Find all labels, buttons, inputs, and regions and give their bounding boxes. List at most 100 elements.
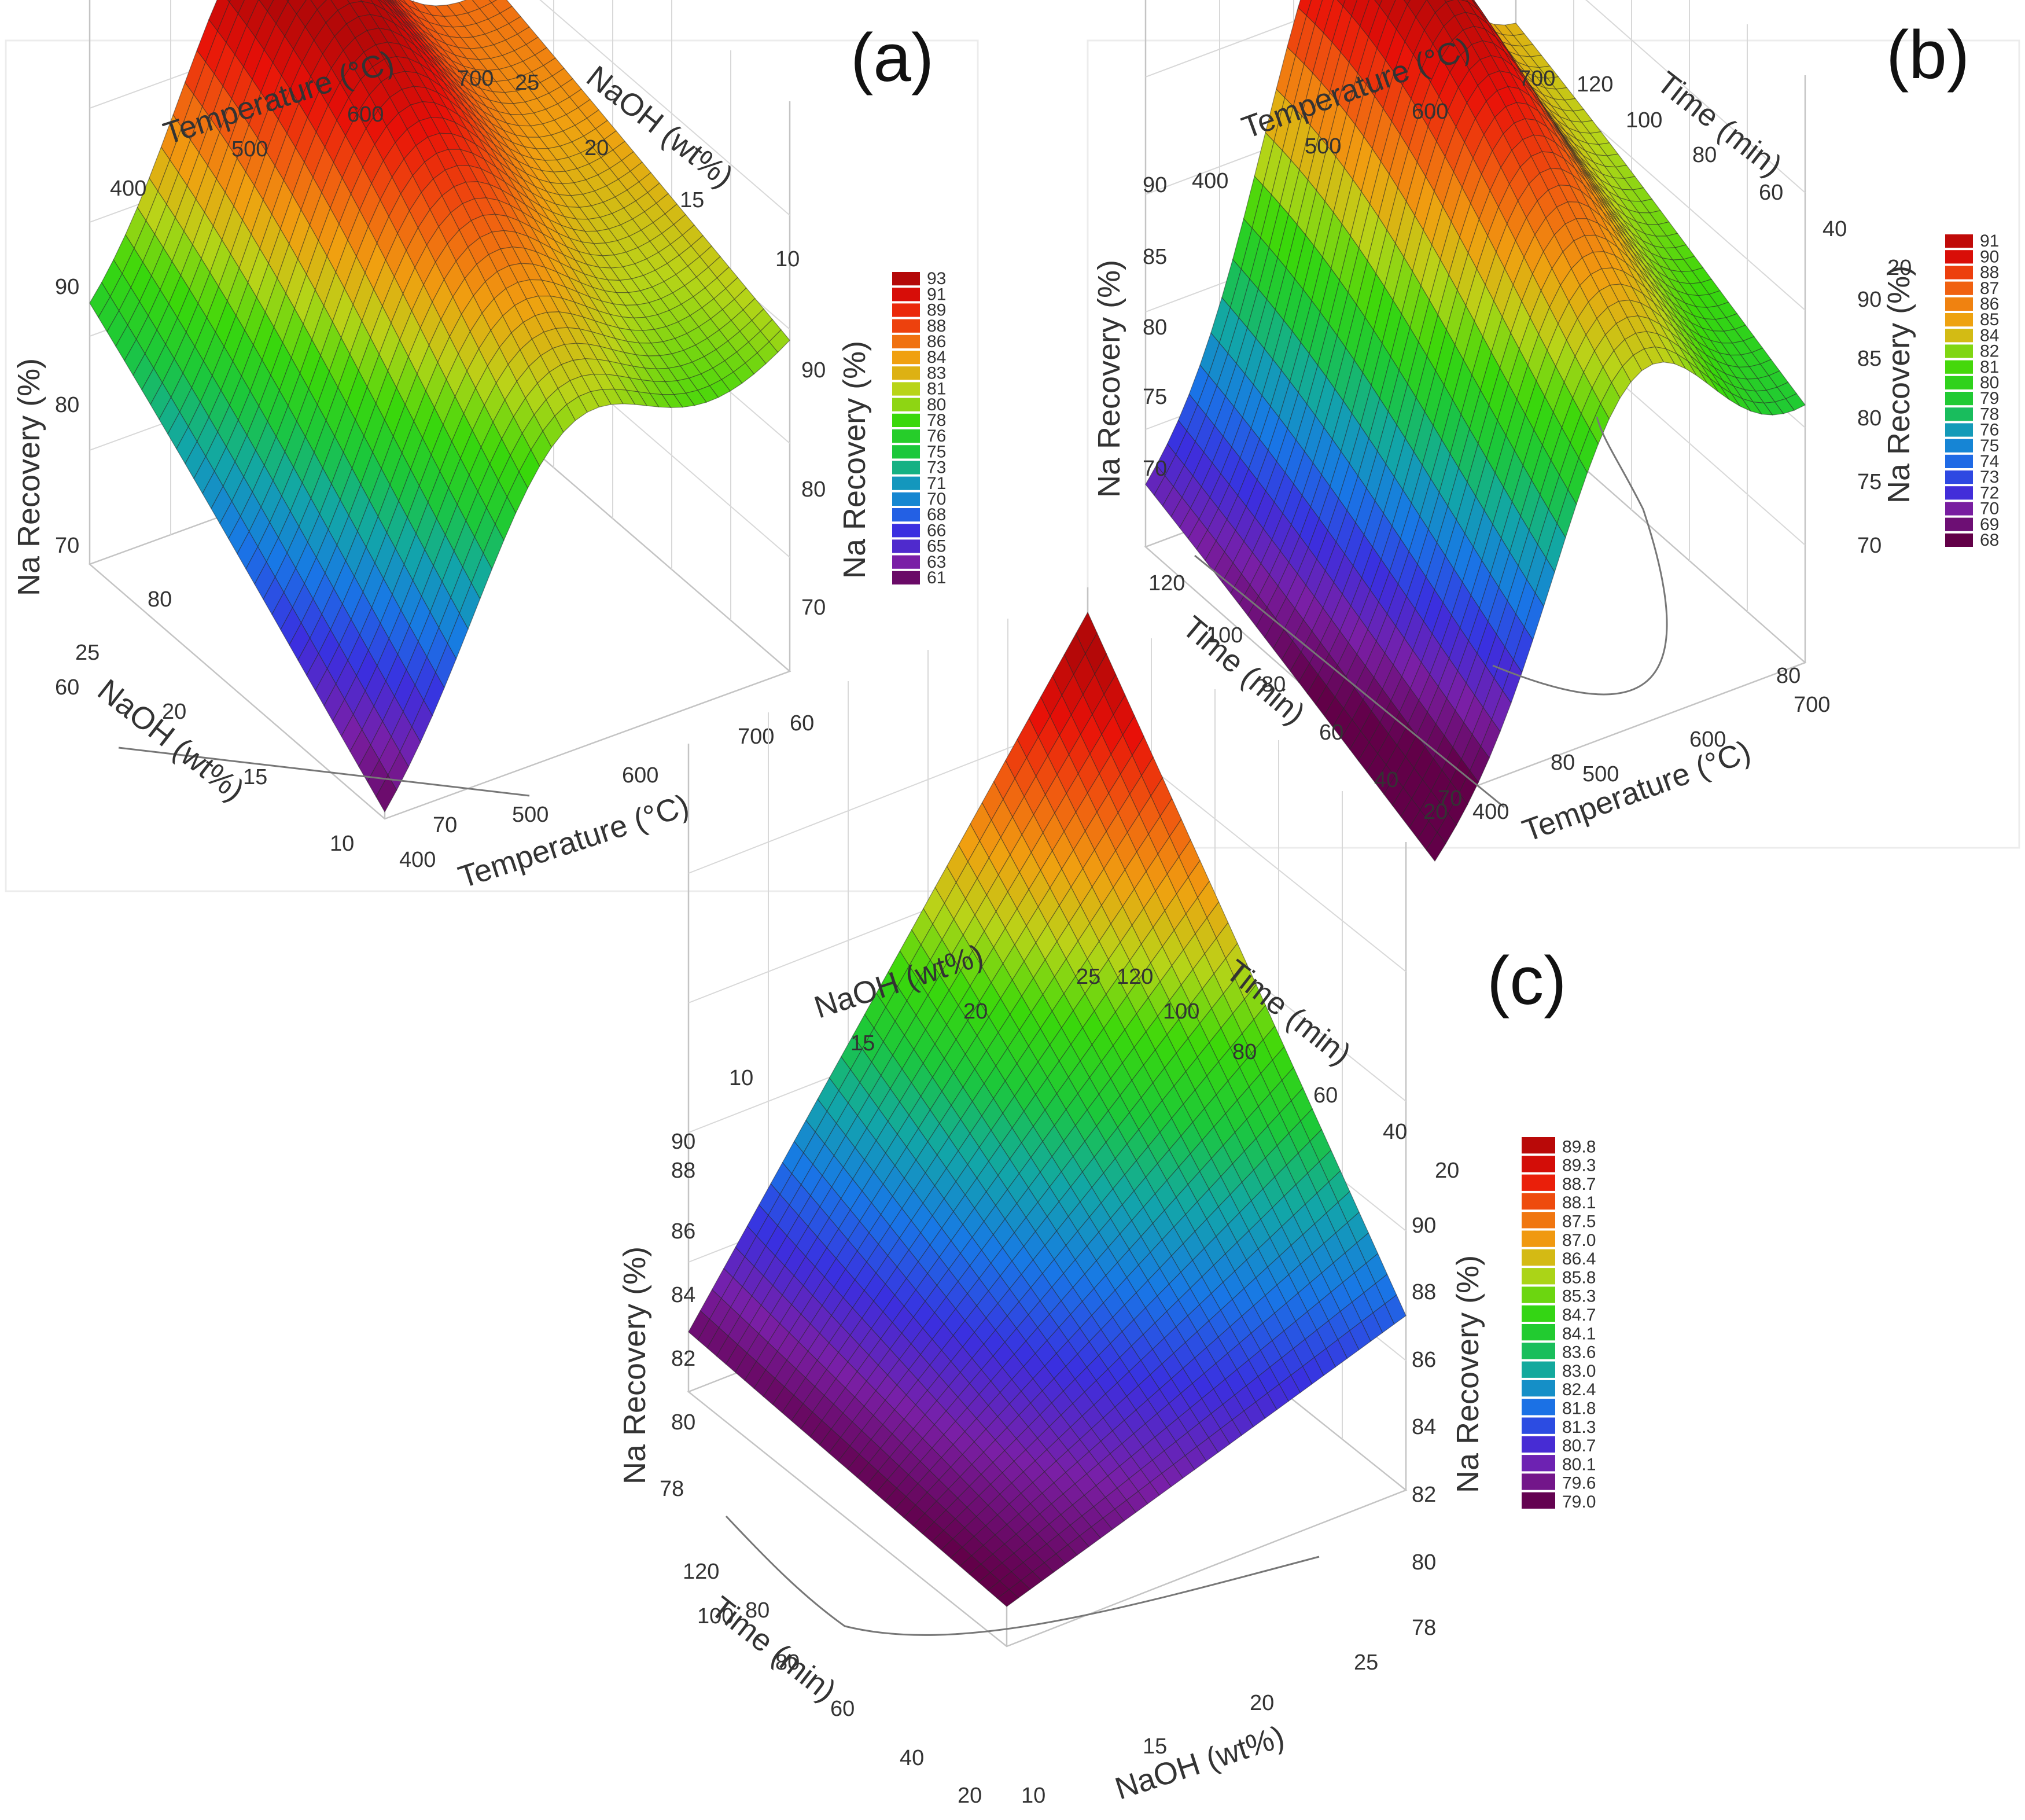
panel-b-top-y-tick: 80 <box>1692 143 1717 167</box>
panel-c-left-z-tick: 84 <box>671 1283 695 1307</box>
c-legend-swatch <box>1522 1455 1555 1472</box>
c-legend-swatch <box>1522 1286 1555 1303</box>
panel-a-front-x-tick: 600 <box>622 763 658 788</box>
a-legend-swatch <box>892 334 920 348</box>
panel-c-left-z-tick: 88 <box>671 1159 695 1183</box>
b-legend-label: 75 <box>1980 436 1999 455</box>
c-legend-swatch <box>1522 1399 1555 1415</box>
panel-a-left-z-tick: 90 <box>55 275 79 299</box>
a-legend-swatch <box>892 524 920 538</box>
panel-b-top-x-tick: 600 <box>1412 100 1448 124</box>
c-legend-label: 83.6 <box>1562 1343 1596 1362</box>
panel-b-right-z-tick: 75 <box>1857 470 1882 494</box>
panel-b-surface <box>1145 0 1806 862</box>
b-legend-label: 86 <box>1980 295 1999 314</box>
panel-b-right-z-title: Na Recovery (%) <box>1882 266 1916 503</box>
panel-b-front-y-tick: 20 <box>1423 800 1448 824</box>
panel-b-top-y-tick: 120 <box>1577 72 1613 97</box>
c-legend-label: 88.7 <box>1562 1175 1596 1194</box>
a-legend-label: 83 <box>927 363 946 383</box>
b-legend-swatch <box>1945 297 1973 311</box>
a-legend-label: 81 <box>927 380 946 399</box>
panel-b-top-y-tick: 100 <box>1626 108 1662 133</box>
a-legend-swatch <box>892 571 920 584</box>
panel-a-front-x-tick: 500 <box>512 803 548 827</box>
b-legend-swatch <box>1945 250 1973 264</box>
b-legend-swatch <box>1945 517 1973 531</box>
panel-b-left-z-tick: 70 <box>1143 457 1167 481</box>
panel-c-left-z-tick: 78 <box>660 1477 684 1501</box>
panel-b-right-z-tick: 85 <box>1857 347 1882 371</box>
b-surface-cell <box>1403 0 1411 6</box>
a-legend-swatch <box>892 539 920 553</box>
a-legend-swatch <box>892 303 920 317</box>
panel-a-left-z-tick: 60 <box>55 675 79 700</box>
panel-c-floor-projection <box>725 1515 1320 1636</box>
a-legend-swatch <box>892 382 920 396</box>
panel-a-right-z-tick: 80 <box>801 477 826 502</box>
panel-b-right-z-tick: 80 <box>1857 406 1882 431</box>
b-legend-swatch <box>1945 502 1973 516</box>
panel-a: (a) Temperature (°C) 400 500 600 700 NaO… <box>5 0 979 895</box>
panel-b-front-y-tick: 120 <box>1148 571 1185 595</box>
c-legend-label: 85.8 <box>1562 1268 1596 1287</box>
panel-a-top-x-tick: 500 <box>231 137 268 161</box>
a-legend-swatch <box>892 288 920 302</box>
b-surface-cell <box>1426 832 1446 862</box>
a-legend-swatch <box>892 508 920 522</box>
panel-a-left-z-tick: 80 <box>55 393 79 417</box>
panel-b-top-y-tick: 60 <box>1759 181 1783 205</box>
a-legend-label: 68 <box>927 505 946 524</box>
c-surface-cell <box>996 1589 1019 1607</box>
c-legend-swatch <box>1522 1436 1555 1453</box>
a-legend-label: 61 <box>927 568 946 587</box>
panel-c-front-x-tick: 25 <box>1354 1650 1378 1675</box>
a-legend-swatch <box>892 492 920 506</box>
c-legend-label: 84.7 <box>1562 1306 1596 1325</box>
panel-b-left-z-tick: 80 <box>1143 315 1167 340</box>
c-legend-label: 80.7 <box>1562 1436 1596 1455</box>
panel-b-front-x-tick: 700 <box>1794 693 1830 717</box>
c-legend-label: 83.0 <box>1562 1362 1596 1381</box>
c-legend-swatch <box>1522 1230 1555 1247</box>
a-legend-label: 86 <box>927 332 946 351</box>
panel-b-floor-contour <box>1492 416 1668 696</box>
c-legend-swatch <box>1522 1212 1555 1229</box>
a-legend-swatch <box>892 461 920 475</box>
c-legend-swatch <box>1522 1174 1555 1191</box>
panel-c-right-z-tick: 80 <box>1412 1550 1436 1575</box>
panel-c-right-z-title: Na Recovery (%) <box>1450 1255 1485 1493</box>
panel-c-label: (c) <box>1487 943 1567 1019</box>
panel-a-top-y-tick: 20 <box>584 136 609 160</box>
c-legend-swatch <box>1522 1343 1555 1359</box>
panel-c-top-y-tick: 40 <box>1383 1120 1407 1144</box>
panel-a-top-y-tick: 10 <box>775 247 800 271</box>
c-legend-swatch <box>1522 1137 1555 1154</box>
a-legend-label: 88 <box>927 317 946 336</box>
panel-c-top-x-tick: 15 <box>851 1031 875 1056</box>
panel-c-top-y-tick: 100 <box>1163 999 1199 1024</box>
c-legend-swatch <box>1522 1193 1555 1210</box>
a-legend-label: 91 <box>927 285 946 304</box>
a-legend-swatch <box>892 398 920 411</box>
panel-b-left-z-tick: 75 <box>1143 385 1167 409</box>
panel-c-front-y-tick: 80 <box>775 1650 800 1675</box>
panel-a-right-z-tick: 60 <box>790 711 814 736</box>
b-legend-label: 72 <box>1980 483 1999 502</box>
panel-b-front-y-tick: 100 <box>1206 623 1243 648</box>
panel-b-floor-tick: 70 <box>1438 786 1462 811</box>
a-legend-swatch <box>892 476 920 490</box>
panel-a-floor-projection <box>118 747 530 797</box>
a-legend-label: 84 <box>927 348 946 367</box>
panel-a-front-y-tick: 25 <box>75 641 100 665</box>
b-legend-swatch <box>1945 407 1973 421</box>
b-legend-swatch <box>1945 439 1973 453</box>
panel-c-left-z-tick: 90 <box>671 1130 695 1154</box>
panel-b-left-z-tick: 90 <box>1143 173 1167 197</box>
b-legend-label: 88 <box>1980 263 1999 282</box>
panel-c-top-y-tick: 120 <box>1117 965 1153 989</box>
panel-c-left-z-title: Na Recovery (%) <box>617 1247 652 1484</box>
panel-b-top-y-tick: 20 <box>1887 256 1912 280</box>
a-legend-label: 78 <box>927 411 946 430</box>
